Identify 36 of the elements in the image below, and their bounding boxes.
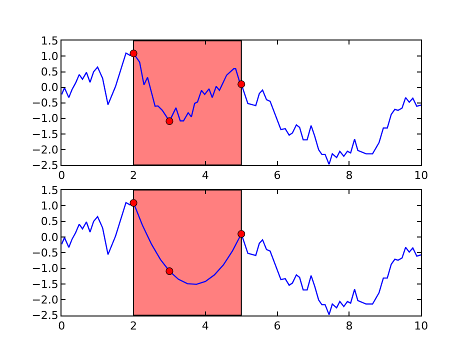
point: [166, 267, 174, 275]
y-tick-label: −2.0: [32, 294, 58, 307]
y-tick-label: 0.5: [40, 66, 58, 79]
x-tick-label: 0: [58, 320, 66, 333]
point: [166, 117, 174, 125]
x-tick-label: 2: [130, 320, 138, 333]
y-tick-label: −1.0: [32, 112, 58, 126]
y-tick-label: 1.5: [40, 34, 58, 48]
x-tick-label: 4: [202, 320, 209, 333]
y-tick-label: 0.0: [40, 81, 58, 94]
y-tick-label: −1.5: [32, 128, 58, 141]
x-tick-label: 2: [130, 169, 138, 182]
point: [130, 199, 138, 207]
y-tick-label: 1.5: [40, 184, 58, 197]
y-tick-label: −0.5: [32, 246, 58, 260]
y-tick-label: 0.0: [40, 230, 58, 244]
y-tick-label: 1.0: [40, 50, 58, 64]
y-tick-label: −0.5: [32, 96, 58, 110]
x-tick-label: 10: [414, 320, 428, 333]
y-tick-label: −2.5: [32, 309, 58, 322]
x-tick-label: 0: [58, 169, 66, 182]
point: [130, 50, 138, 58]
y-tick-label: −2.0: [32, 143, 58, 156]
y-tick-label: −2.5: [32, 158, 58, 172]
point: [238, 230, 246, 238]
point: [238, 80, 246, 88]
y-tick-label: −1.0: [32, 262, 58, 276]
x-tick-label: 8: [346, 320, 353, 333]
x-tick-label: 4: [202, 169, 209, 182]
x-tick-label: 10: [414, 169, 428, 182]
x-tick-label: 8: [346, 169, 353, 182]
y-tick-label: 1.0: [40, 200, 58, 213]
y-tick-label: −1.5: [32, 278, 58, 291]
x-tick-label: 6: [274, 169, 281, 182]
x-tick-label: 6: [274, 320, 281, 333]
y-tick-label: 0.5: [40, 215, 58, 228]
